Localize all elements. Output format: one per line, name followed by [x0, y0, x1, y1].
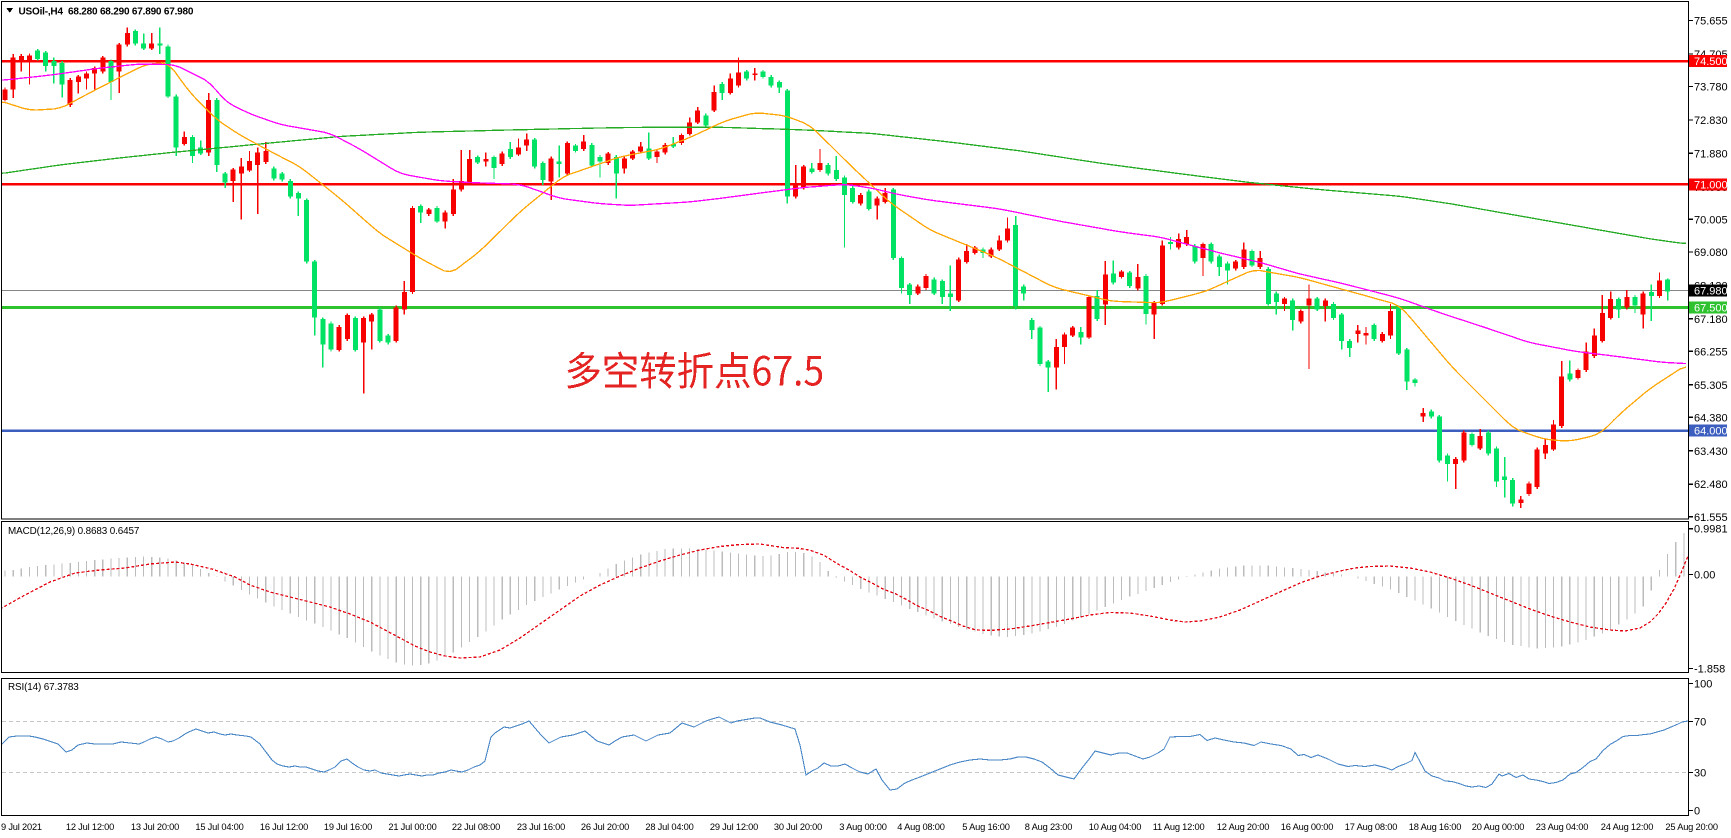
svg-text:71.880: 71.880 — [1694, 148, 1728, 160]
svg-text:0.9981: 0.9981 — [1694, 524, 1728, 536]
svg-text:0: 0 — [1694, 806, 1700, 818]
svg-text:21 Jul 00:00: 21 Jul 00:00 — [388, 822, 436, 832]
svg-text:9 Jul 2021: 9 Jul 2021 — [1, 822, 42, 832]
svg-text:0.00: 0.00 — [1694, 570, 1715, 582]
svg-text:13 Jul 20:00: 13 Jul 20:00 — [131, 822, 179, 832]
svg-text:23 Jul 16:00: 23 Jul 16:00 — [517, 822, 565, 832]
svg-text:67.500: 67.500 — [1694, 303, 1728, 315]
svg-text:74.500: 74.500 — [1694, 56, 1728, 68]
svg-text:100: 100 — [1694, 679, 1712, 691]
svg-text:63.430: 63.430 — [1694, 446, 1728, 458]
svg-text:65.305: 65.305 — [1694, 380, 1728, 392]
svg-text:16 Aug 00:00: 16 Aug 00:00 — [1281, 822, 1333, 832]
svg-text:15 Jul 04:00: 15 Jul 04:00 — [195, 822, 243, 832]
svg-text:-1.858: -1.858 — [1694, 664, 1725, 676]
svg-text:22 Jul 08:00: 22 Jul 08:00 — [452, 822, 500, 832]
svg-text:30 Jul 20:00: 30 Jul 20:00 — [774, 822, 822, 832]
svg-text:23 Aug 04:00: 23 Aug 04:00 — [1536, 822, 1588, 832]
svg-text:18 Aug 16:00: 18 Aug 16:00 — [1409, 822, 1461, 832]
svg-text:64.000: 64.000 — [1694, 426, 1728, 438]
svg-text:29 Jul 12:00: 29 Jul 12:00 — [710, 822, 758, 832]
svg-text:RSI(14) 67.3783: RSI(14) 67.3783 — [8, 682, 79, 693]
svg-text:11 Aug 12:00: 11 Aug 12:00 — [1153, 822, 1205, 832]
svg-text:67.180: 67.180 — [1694, 314, 1728, 326]
svg-text:8 Aug 23:00: 8 Aug 23:00 — [1025, 822, 1072, 832]
svg-text:MACD(12,26,9) 0.8683 0.6457: MACD(12,26,9) 0.8683 0.6457 — [8, 526, 139, 537]
svg-text:70.005: 70.005 — [1694, 214, 1728, 226]
svg-text:USOil-,H4 68.280 68.290 67.89: USOil-,H4 68.280 68.290 67.890 67.980 — [19, 7, 194, 18]
svg-text:10 Aug 04:00: 10 Aug 04:00 — [1089, 822, 1141, 832]
svg-text:30: 30 — [1694, 767, 1706, 779]
svg-text:64.380: 64.380 — [1694, 412, 1728, 424]
svg-text:17 Aug 08:00: 17 Aug 08:00 — [1345, 822, 1397, 832]
svg-text:26 Jul 20:00: 26 Jul 20:00 — [581, 822, 629, 832]
svg-text:3 Aug 00:00: 3 Aug 00:00 — [839, 822, 886, 832]
svg-text:69.080: 69.080 — [1694, 247, 1728, 259]
svg-text:70: 70 — [1694, 717, 1706, 729]
svg-text:5 Aug 16:00: 5 Aug 16:00 — [962, 822, 1009, 832]
svg-text:72.830: 72.830 — [1694, 115, 1728, 127]
svg-text:20 Aug 00:00: 20 Aug 00:00 — [1472, 822, 1524, 832]
svg-text:12 Jul 12:00: 12 Jul 12:00 — [66, 822, 114, 832]
svg-text:62.480: 62.480 — [1694, 479, 1728, 491]
svg-text:71.000: 71.000 — [1694, 179, 1728, 191]
svg-text:28 Jul 04:00: 28 Jul 04:00 — [645, 822, 693, 832]
svg-text:66.255: 66.255 — [1694, 346, 1728, 358]
svg-text:75.655: 75.655 — [1694, 15, 1728, 27]
svg-text:67.980: 67.980 — [1694, 286, 1728, 298]
svg-text:73.780: 73.780 — [1694, 81, 1728, 93]
svg-text:4 Aug 08:00: 4 Aug 08:00 — [897, 822, 944, 832]
svg-text:25 Aug 20:00: 25 Aug 20:00 — [1665, 822, 1717, 832]
svg-text:12 Aug 20:00: 12 Aug 20:00 — [1217, 822, 1269, 832]
svg-text:16 Jul 12:00: 16 Jul 12:00 — [260, 822, 308, 832]
svg-text:24 Aug 12:00: 24 Aug 12:00 — [1601, 822, 1653, 832]
svg-text:19 Jul 16:00: 19 Jul 16:00 — [324, 822, 372, 832]
svg-text:61.555: 61.555 — [1694, 512, 1728, 524]
